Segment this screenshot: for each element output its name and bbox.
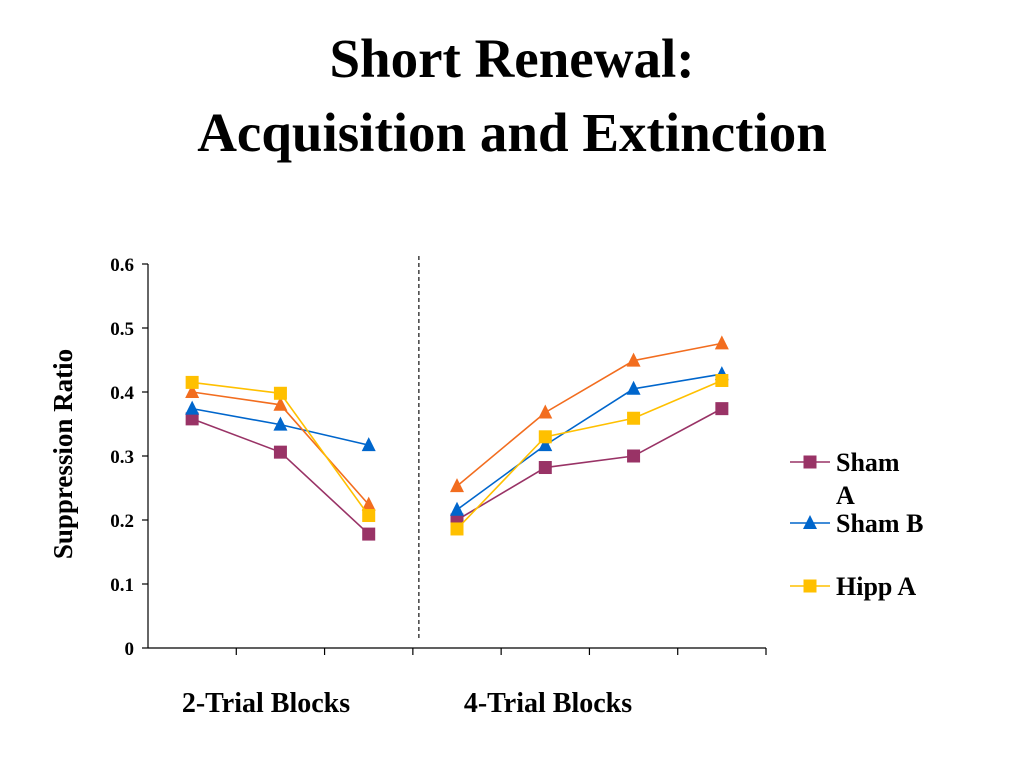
series-1-point-3 bbox=[450, 501, 464, 516]
legend-marker-3 bbox=[803, 579, 817, 593]
y-tick-label: 0.5 bbox=[110, 319, 134, 340]
slide-title: Short Renewal: Acquisition and Extinctio… bbox=[0, 22, 1024, 170]
series-3-point-5 bbox=[627, 411, 641, 425]
series-3-line-segment-1 bbox=[456, 379, 723, 530]
series-1-point-0 bbox=[185, 400, 200, 415]
series-3-point-2 bbox=[362, 509, 376, 523]
series-2-point-0 bbox=[185, 384, 200, 398]
series-3-point-4 bbox=[538, 430, 552, 444]
series-0-line-segment-0 bbox=[191, 418, 370, 535]
series-0-point-1 bbox=[273, 445, 287, 459]
series-0-point-4 bbox=[538, 461, 552, 475]
y-axis-label: Suppression Ratio bbox=[48, 349, 78, 559]
series-2-point-2 bbox=[361, 496, 376, 511]
series-0-point-2 bbox=[362, 527, 376, 541]
series-2-point-3 bbox=[450, 478, 464, 493]
legend-label-0: Sham bbox=[836, 448, 900, 477]
series-3-point-1 bbox=[273, 386, 287, 400]
y-tick-label: 0.2 bbox=[110, 511, 134, 532]
y-tick-label: 0.1 bbox=[110, 575, 134, 596]
series-0-point-5 bbox=[627, 449, 641, 463]
series-1-point-5 bbox=[626, 380, 641, 395]
series-2-point-5 bbox=[626, 352, 641, 367]
legend-label-3: Hipp A bbox=[836, 572, 916, 601]
series-1-point-2 bbox=[361, 437, 376, 452]
legend-marker-1 bbox=[803, 515, 817, 529]
series-2-line-segment-1 bbox=[456, 342, 723, 487]
y-tick-label: 0.3 bbox=[110, 447, 134, 468]
series-0-point-6 bbox=[715, 402, 729, 416]
series-1-line-segment-1 bbox=[456, 373, 722, 511]
series-0-line-segment-1 bbox=[456, 407, 723, 521]
group-label-2-trial: 2-Trial Blocks bbox=[182, 688, 350, 719]
y-tick-label: 0.6 bbox=[110, 255, 134, 276]
legend-marker-0 bbox=[803, 455, 817, 469]
series-3-point-3 bbox=[450, 522, 464, 536]
series-2-point-6 bbox=[714, 335, 729, 350]
group-label-4-trial: 4-Trial Blocks bbox=[464, 688, 632, 719]
series-1-point-4 bbox=[538, 437, 553, 452]
legend-label-0: A bbox=[836, 481, 855, 510]
series-3-point-6 bbox=[715, 373, 729, 387]
series-3-point-0 bbox=[185, 375, 199, 389]
title-line-2: Acquisition and Extinction bbox=[197, 102, 827, 163]
series-1-point-1 bbox=[273, 416, 288, 431]
y-tick-label: 0.4 bbox=[110, 383, 134, 404]
y-tick-label: 0 bbox=[125, 639, 135, 660]
series-2-point-4 bbox=[538, 404, 553, 419]
legend-label-1: Sham B bbox=[836, 509, 923, 538]
title-line-1: Short Renewal: bbox=[329, 28, 695, 89]
series-2-point-1 bbox=[273, 396, 288, 411]
series-0-point-0 bbox=[185, 412, 199, 426]
